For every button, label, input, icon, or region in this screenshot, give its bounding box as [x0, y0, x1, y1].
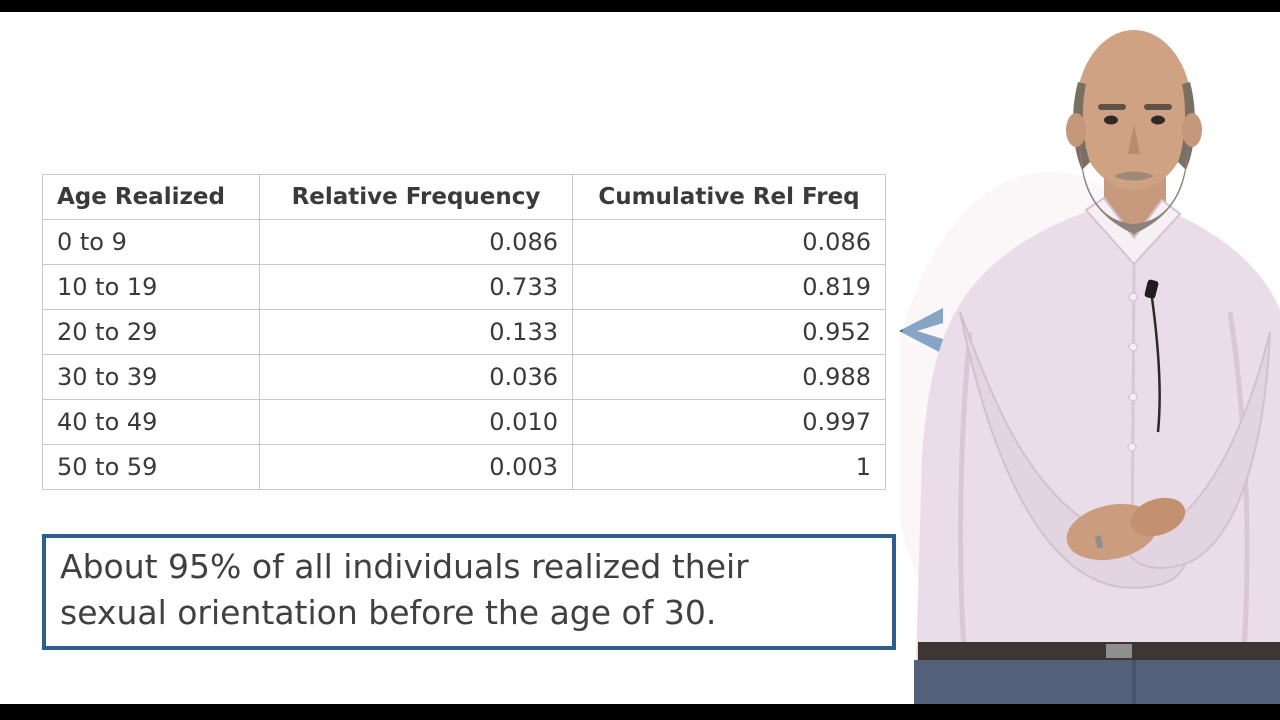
presenter-photo [890, 12, 1280, 704]
table-cell-cum-freq: 0.988 [572, 354, 886, 400]
table-row: 50 to 59 0.003 1 [42, 444, 886, 490]
shirt-fold [958, 331, 973, 653]
table-cell-rel-freq: 0.003 [259, 444, 573, 490]
shirt-button [1128, 342, 1138, 352]
table-cell-rel-freq: 0.086 [259, 219, 573, 265]
column-header-age: Age Realized [42, 174, 260, 220]
table-cell-age: 50 to 59 [42, 444, 260, 490]
ear-left [1066, 113, 1086, 147]
frequency-table: Age Realized Relative Frequency Cumulati… [42, 174, 886, 490]
table-cell-age: 30 to 39 [42, 354, 260, 400]
presenter-hand [1130, 497, 1186, 537]
ear-right [1182, 113, 1202, 147]
table-row: 30 to 39 0.036 0.988 [42, 354, 886, 400]
table-cell-cum-freq: 0.952 [572, 309, 886, 355]
table-cell-cum-freq: 0.997 [572, 399, 886, 445]
table-cell-rel-freq: 0.036 [259, 354, 573, 400]
table-cell-rel-freq: 0.733 [259, 264, 573, 310]
left-arrow-icon [897, 306, 945, 356]
nose [1128, 124, 1140, 154]
table-cell-rel-freq: 0.133 [259, 309, 573, 355]
table-row: 20 to 29 0.133 0.952 [42, 309, 886, 355]
table-cell-rel-freq: 0.010 [259, 399, 573, 445]
frequency-table-container: Age Realized Relative Frequency Cumulati… [42, 174, 886, 490]
table-cell-cum-freq: 0.819 [572, 264, 886, 310]
eyebrow-right [1144, 104, 1172, 110]
shirt-button [1128, 392, 1138, 402]
table-cell-age: 40 to 49 [42, 399, 260, 445]
eye-right [1151, 115, 1165, 125]
mouth [1114, 171, 1154, 181]
column-header-cumulative: Cumulative Rel Freq [572, 174, 886, 220]
table-row: 10 to 19 0.733 0.819 [42, 264, 886, 310]
table-cell-age: 10 to 19 [42, 264, 260, 310]
eye-left [1104, 115, 1118, 125]
annotation-line-2: sexual orientation before the age of 30. [60, 593, 717, 633]
lapel-mic [1144, 279, 1159, 299]
shirt-fold [1227, 311, 1250, 653]
annotation-line-1: About 95% of all individuals realized th… [60, 547, 749, 586]
jeans [914, 660, 1280, 704]
mic-cord [1150, 297, 1161, 433]
table-cell-age: 0 to 9 [42, 219, 260, 265]
letterbox-bottom [0, 704, 1280, 720]
shirt-button [1127, 442, 1137, 452]
column-header-relative-frequency: Relative Frequency [259, 174, 573, 220]
letterbox-top [0, 0, 1280, 12]
belt-buckle [1106, 644, 1132, 658]
wedding-ring [1094, 535, 1104, 549]
table-row: 0 to 9 0.086 0.086 [42, 219, 886, 265]
belt [918, 642, 1280, 660]
table-cell-cum-freq: 0.086 [572, 219, 886, 265]
eyebrow-left [1098, 104, 1126, 110]
shirt-button [1128, 292, 1138, 302]
table-cell-cum-freq: 1 [572, 444, 886, 490]
table-row: 40 to 49 0.010 0.997 [42, 399, 886, 445]
table-cell-age: 20 to 29 [42, 309, 260, 355]
table-header-row: Age Realized Relative Frequency Cumulati… [42, 174, 886, 220]
presenter-head [1076, 30, 1192, 190]
annotation-box: About 95% of all individuals realized th… [42, 534, 896, 651]
